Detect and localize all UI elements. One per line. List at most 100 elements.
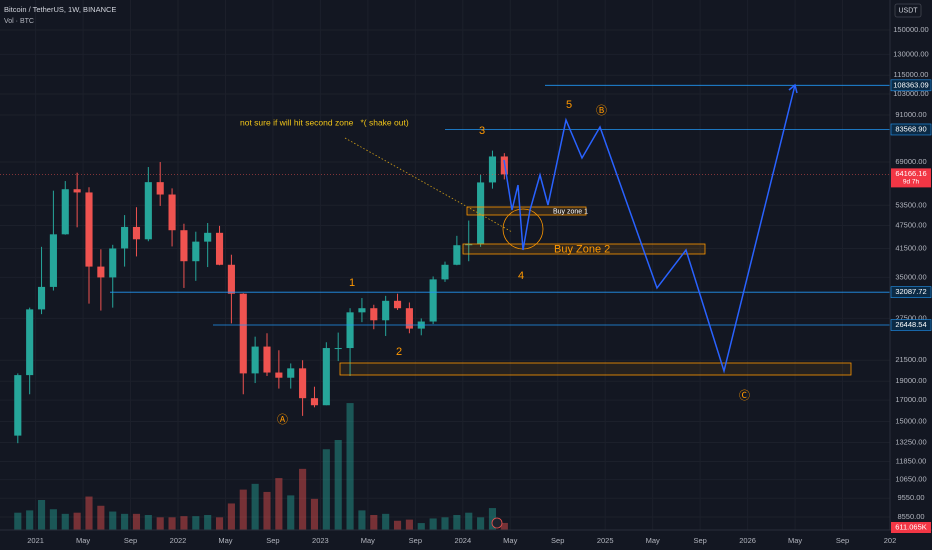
candle-body <box>180 230 188 262</box>
volume-bar <box>251 483 259 530</box>
volume-bar <box>73 512 81 530</box>
currency-button[interactable] <box>894 3 922 18</box>
y-tick-label: 69000.00 <box>895 157 926 166</box>
volume-bar <box>299 468 307 530</box>
candle-body <box>310 398 319 406</box>
level-label: 26448.54 <box>895 320 926 329</box>
candle-body <box>429 279 437 322</box>
volume-bar <box>97 505 105 530</box>
y-tick-label: 19000.00 <box>895 376 926 385</box>
y-tick-label: 115000.00 <box>894 70 929 79</box>
buy-zone-2 <box>462 243 706 255</box>
level-tag <box>890 286 932 298</box>
volume-bar <box>239 489 247 530</box>
candle-body <box>370 308 378 321</box>
candle-body <box>334 348 342 350</box>
y-tick-label: 27500.00 <box>895 313 926 322</box>
volume-bar <box>49 509 57 530</box>
volume-bar <box>370 515 378 530</box>
y-tick-label: 41500.00 <box>895 243 926 252</box>
wave-projection <box>503 84 796 374</box>
volume-bar <box>429 518 437 530</box>
x-tick-label: 2022 <box>170 536 187 545</box>
target-zone <box>339 362 852 376</box>
candle-body <box>144 182 152 240</box>
x-tick-label: Sep <box>551 536 564 545</box>
candle-body <box>49 234 57 287</box>
time-axis <box>0 530 932 550</box>
candle-body <box>382 300 390 321</box>
y-tick-label: 9550.00 <box>897 493 924 502</box>
wave-label: 1 <box>349 277 355 289</box>
candle-body <box>287 368 295 378</box>
volume-bar <box>417 523 425 530</box>
candle-body <box>453 245 461 265</box>
candle-body <box>465 244 473 246</box>
volume-bar <box>477 517 485 530</box>
candle-body <box>215 232 224 265</box>
level-label: 83568.90 <box>895 124 926 133</box>
x-tick-label: 2024 <box>454 536 471 545</box>
candle-body <box>263 346 271 373</box>
volume-bar <box>144 515 152 530</box>
candle-body <box>204 232 212 242</box>
wave-label: 3 <box>479 125 485 137</box>
volume-bar <box>192 516 200 530</box>
price-axis <box>890 0 932 550</box>
volume-bar <box>215 517 224 530</box>
wave-label: Ⓐ <box>277 413 288 426</box>
volume-bar <box>85 496 93 530</box>
y-tick-label: 21500.00 <box>895 355 926 364</box>
x-tick-label: May <box>361 536 375 545</box>
x-tick-label: Sep <box>693 536 706 545</box>
x-tick-label: Sep <box>124 536 137 545</box>
volume-bar <box>382 513 390 530</box>
candle-body <box>73 189 81 193</box>
volume-bar <box>37 500 46 530</box>
volume-bar <box>109 511 117 530</box>
wave-arrowhead <box>788 83 798 94</box>
level-tag <box>890 79 932 92</box>
volume-bar <box>393 520 402 530</box>
y-tick-label: 130000.00 <box>893 49 928 58</box>
wave-label: 4 <box>518 270 524 282</box>
axis-layer: 150000.00130000.00115000.00103000.009100… <box>27 25 932 545</box>
x-tick-label: 202 <box>884 536 897 545</box>
y-tick-label: 10650.00 <box>895 475 926 484</box>
x-tick-label: Sep <box>836 536 849 545</box>
y-tick-label: 8550.00 <box>897 512 924 521</box>
candle-body <box>405 308 413 329</box>
candle-body <box>299 368 307 399</box>
currency-label[interactable]: USDT <box>898 7 918 14</box>
symbol-title: Bitcoin / TetherUS, 1W, BINANCE <box>4 5 116 14</box>
last-price-label: 64166.16 <box>895 169 926 178</box>
x-tick-label: Sep <box>409 536 422 545</box>
volume-bar <box>488 508 497 530</box>
countdown-label: 9d 7h <box>903 179 920 186</box>
candle-body <box>251 346 259 374</box>
volume-bar <box>263 491 271 530</box>
event-icon[interactable] <box>491 517 503 529</box>
candle-body <box>97 266 105 278</box>
y-tick-label: 35000.00 <box>895 272 926 281</box>
last-price-tag <box>891 168 931 188</box>
candle-body <box>275 372 283 378</box>
wave-label: 2 <box>396 346 402 358</box>
candle-body <box>61 189 69 235</box>
volume-bar <box>180 516 188 530</box>
y-tick-label: 150000.00 <box>893 25 928 34</box>
volume-bar <box>465 512 473 530</box>
candle-body <box>85 192 93 267</box>
wave-label: Ⓑ <box>596 104 607 117</box>
x-tick-label: May <box>76 536 90 545</box>
candle-body <box>227 264 235 294</box>
candle-body <box>37 286 46 310</box>
x-tick-label: 2023 <box>312 536 329 545</box>
x-tick-label: 2021 <box>27 536 44 545</box>
candle-body <box>26 309 34 376</box>
note-pointer <box>344 137 513 233</box>
candle-body <box>121 226 129 249</box>
volume-bar <box>156 517 164 530</box>
y-tick-label: 11850.00 <box>896 456 927 465</box>
